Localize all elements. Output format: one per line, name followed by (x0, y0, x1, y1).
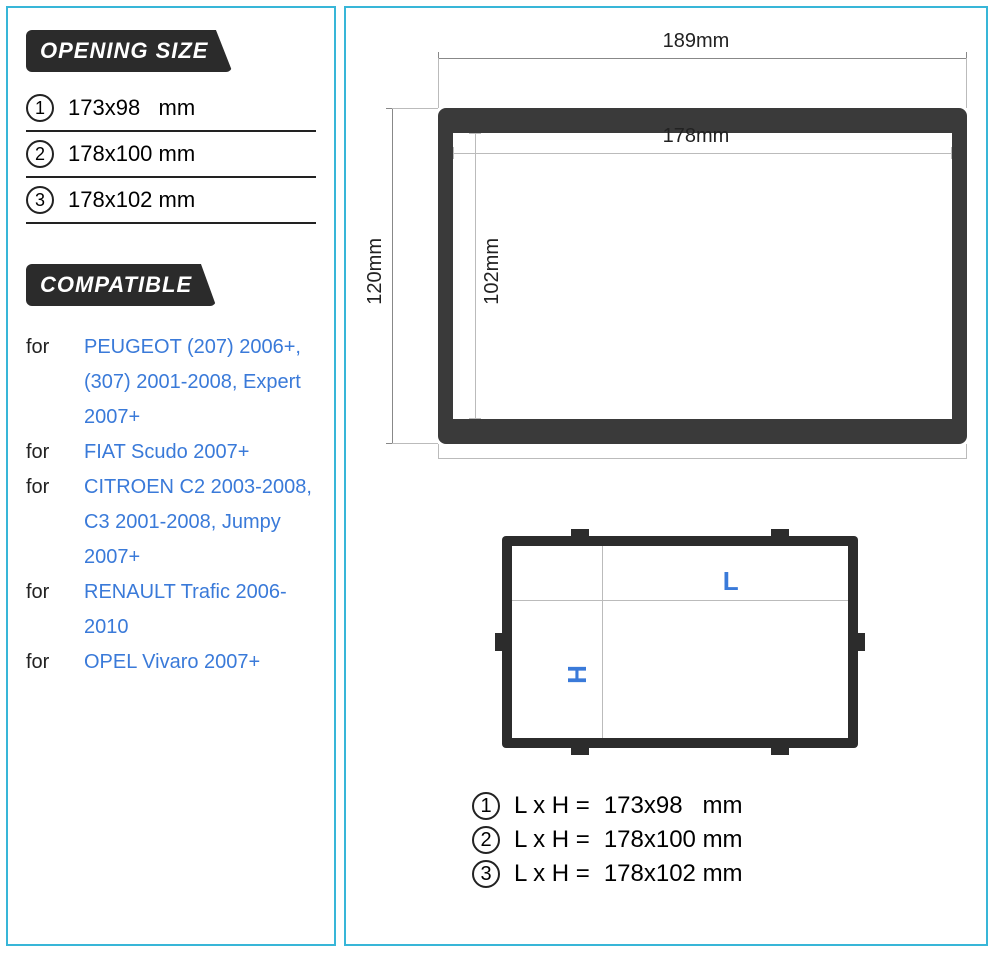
lxh-prefix: L x H = (514, 792, 590, 820)
opening-size-header: OPENING SIZE (26, 30, 232, 72)
size-number-icon: 3 (26, 186, 54, 214)
guide-h (512, 600, 848, 601)
dim-tick (469, 418, 481, 419)
size-number-icon: 3 (472, 860, 500, 888)
compatible-row: forFIAT Scudo 2007+ (26, 435, 316, 470)
right-panel: 189mm 178mm 120mm 102mm L H 1 L x H = 173x98 mm 2… (344, 6, 988, 946)
compatible-row: forPEUGEOT (207) 2006+, (307) 2001-2008,… (26, 330, 316, 435)
size-number-icon: 1 (26, 94, 54, 122)
dim-line (438, 58, 967, 59)
size-number-icon: 2 (26, 140, 54, 168)
lxh-value: 178x102 mm (604, 860, 743, 888)
compatible-row: forRENAULT Trafic 2006-2010 (26, 575, 316, 645)
frame-clip (771, 529, 789, 538)
for-label: for (26, 330, 84, 435)
lxh-prefix: L x H = (514, 860, 590, 888)
compatible-text: RENAULT Trafic 2006-2010 (84, 575, 316, 645)
dim-ext (438, 458, 967, 459)
size-number-icon: 1 (472, 792, 500, 820)
dim-line (392, 108, 393, 444)
compatible-header: COMPATIBLE (26, 264, 216, 306)
dim-tick (453, 147, 454, 159)
dim-ext (966, 58, 967, 108)
opening-size-row: 2 178x100 mm (26, 132, 316, 178)
for-label: for (26, 435, 84, 470)
dim-tick (951, 147, 952, 159)
compatible-text: OPEL Vivaro 2007+ (84, 645, 316, 680)
lxh-value: 178x100 mm (604, 826, 743, 854)
size-result-row: 3 L x H = 178x102 mm (472, 860, 743, 888)
dim-label-outer-width: 189mm (663, 30, 730, 53)
compatible-list: forPEUGEOT (207) 2006+, (307) 2001-2008,… (26, 330, 316, 680)
size-value: 178x102 mm (68, 187, 195, 213)
size-result-row: 2 L x H = 178x100 mm (472, 826, 743, 854)
diagram-area: 189mm 178mm 120mm 102mm L H 1 L x H = 173x98 mm 2… (364, 26, 968, 926)
size-value: 173x98 mm (68, 95, 195, 121)
opening-size-list: 1 173x98 mm 2 178x100 mm 3 178x102 mm (26, 86, 316, 224)
for-label: for (26, 575, 84, 645)
size-value: 178x100 mm (68, 141, 195, 167)
frame-clip (856, 633, 865, 651)
size-results: 1 L x H = 173x98 mm 2 L x H = 178x100 mm 3 L x … (472, 786, 743, 894)
dim-tick (469, 133, 481, 134)
dim-line (475, 133, 476, 419)
compatible-text: PEUGEOT (207) 2006+, (307) 2001-2008, Ex… (84, 330, 316, 435)
compatible-row: forOPEL Vivaro 2007+ (26, 645, 316, 680)
opening-size-row: 3 178x102 mm (26, 178, 316, 224)
frame-clip (571, 746, 589, 755)
l-label: L (723, 566, 739, 597)
dim-ext (392, 108, 438, 109)
dim-label-outer-height: 120mm (364, 238, 387, 305)
for-label: for (26, 645, 84, 680)
size-number-icon: 2 (472, 826, 500, 854)
guide-v (602, 546, 603, 738)
lxh-prefix: L x H = (514, 826, 590, 854)
left-panel: OPENING SIZE 1 173x98 mm 2 178x100 mm 3 178x1… (6, 6, 336, 946)
dim-line (453, 153, 951, 154)
frame-inner (453, 133, 951, 419)
dim-label-inner-height: 102mm (481, 238, 504, 305)
dim-label-inner-width: 178mm (663, 125, 730, 148)
page: OPENING SIZE 1 173x98 mm 2 178x100 mm 3 178x1… (0, 0, 1000, 953)
dim-ext (966, 444, 967, 458)
frame-clip (571, 529, 589, 538)
h-label: H (562, 665, 593, 684)
dim-ext (438, 444, 439, 458)
frame-clip (771, 746, 789, 755)
dim-ext (438, 58, 439, 108)
compatible-row: forCITROEN C2 2003-2008, C3 2001-2008, J… (26, 470, 316, 575)
size-result-row: 1 L x H = 173x98 mm (472, 792, 743, 820)
dim-ext (392, 443, 438, 444)
lxh-value: 173x98 mm (604, 792, 743, 820)
compatible-text: FIAT Scudo 2007+ (84, 435, 316, 470)
opening-size-row: 1 173x98 mm (26, 86, 316, 132)
frame-clip (495, 633, 504, 651)
for-label: for (26, 470, 84, 575)
compatible-text: CITROEN C2 2003-2008, C3 2001-2008, Jump… (84, 470, 316, 575)
thin-frame-inner (512, 546, 848, 738)
